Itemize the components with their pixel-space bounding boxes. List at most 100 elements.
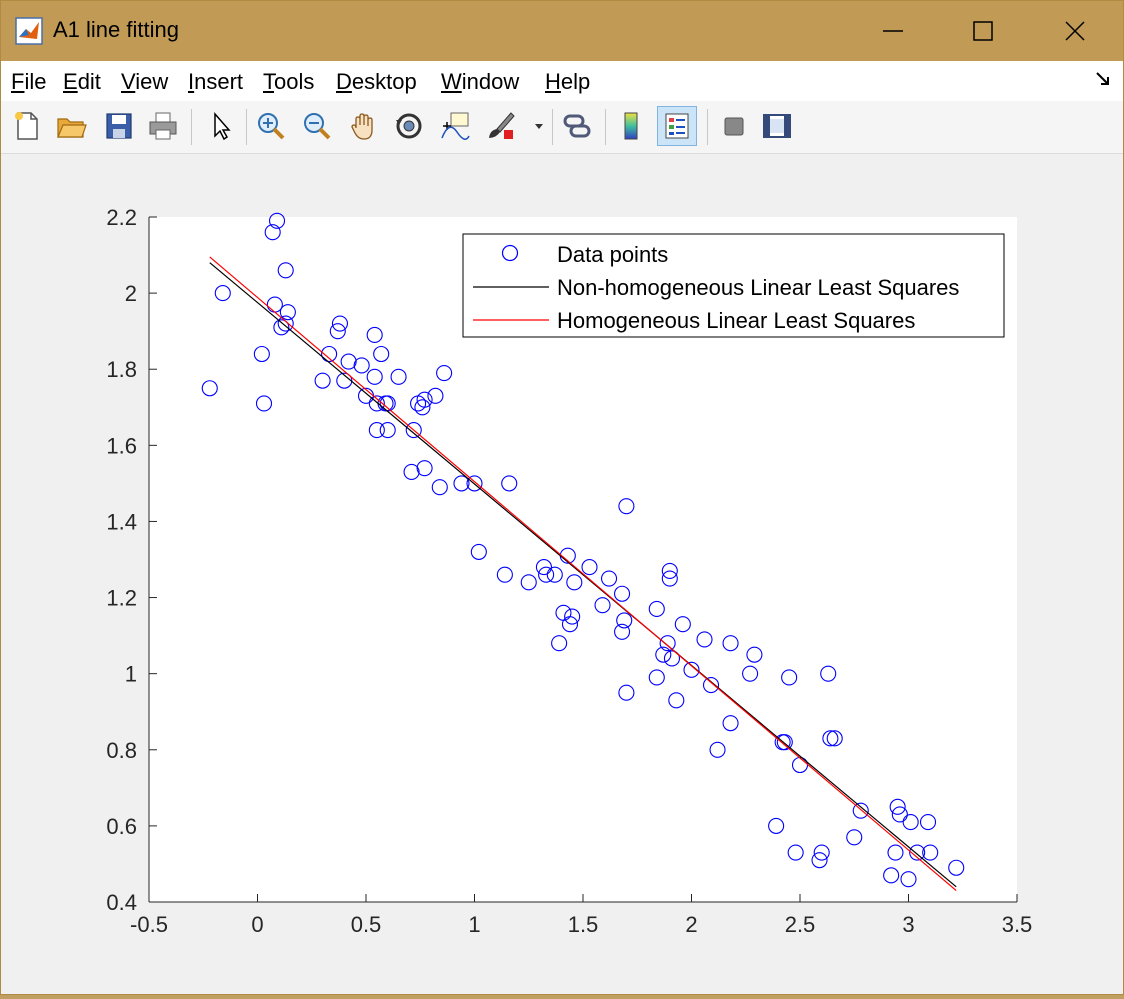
open-folder-icon <box>57 118 87 138</box>
data-point <box>822 730 839 747</box>
data-point <box>618 684 635 701</box>
scatter-plot[interactable]: -0.5 0 0.5 1 1.5 2 2.5 3 3.5 0.4 0.6 0.8 1 1.2 1.4 1.6 1… <box>1 154 1123 994</box>
data-point <box>746 646 763 663</box>
data-point <box>405 422 422 439</box>
data-point <box>436 364 453 382</box>
link-plot-button[interactable] <box>557 106 597 146</box>
hide-plot-tools-button[interactable] <box>713 106 753 146</box>
data-point <box>373 345 390 363</box>
data-point <box>668 692 685 709</box>
pan-button[interactable] <box>343 106 383 146</box>
data-point <box>416 391 433 408</box>
data-cursor-button[interactable] <box>435 106 475 146</box>
data-point <box>390 368 407 385</box>
data-point <box>781 669 798 686</box>
toolbar-separator <box>605 109 606 145</box>
data-point <box>900 871 917 888</box>
data-point <box>826 730 843 747</box>
data-point <box>314 372 331 389</box>
menu-help[interactable]: Help <box>545 69 591 94</box>
data-point <box>331 315 349 332</box>
data-point <box>922 844 939 861</box>
zoom-out-button[interactable] <box>297 106 337 146</box>
data-point <box>709 741 726 758</box>
y-tick-label: 0.8 <box>106 738 137 763</box>
data-point <box>520 574 537 591</box>
data-point <box>336 372 353 389</box>
legend-label-homogeneous: Homogeneous Linear Least Squares <box>557 308 915 333</box>
brush-dropdown[interactable] <box>529 106 549 146</box>
data-point <box>546 566 563 583</box>
data-point <box>353 357 370 374</box>
data-point <box>535 559 552 576</box>
y-tick-label: 2.2 <box>106 205 137 230</box>
menu-window[interactable]: Window <box>441 69 520 94</box>
menu-view[interactable]: View <box>121 69 169 94</box>
rotate-3d-button[interactable] <box>389 106 429 146</box>
menu-file[interactable]: File <box>11 69 47 94</box>
data-point <box>329 323 346 340</box>
toolbar <box>1 101 1123 154</box>
data-point <box>368 422 385 439</box>
data-point <box>820 665 837 682</box>
edit-plot-button[interactable] <box>200 106 240 146</box>
brush-icon <box>489 112 515 139</box>
data-point <box>902 814 919 831</box>
data-point <box>414 399 431 416</box>
zoom-out-icon <box>304 113 331 140</box>
menu-insert[interactable]: Insert <box>188 69 244 94</box>
insert-legend-button[interactable] <box>657 106 697 146</box>
print-button[interactable] <box>143 106 183 146</box>
colorbar-icon <box>624 112 638 140</box>
data-point <box>600 570 618 587</box>
data-point <box>846 829 863 846</box>
y-tick-label: 1.2 <box>106 586 137 611</box>
close-button[interactable] <box>1029 1 1121 61</box>
menu-desktop[interactable]: Desktop <box>336 69 417 94</box>
minimize-button[interactable] <box>847 1 939 61</box>
data-point <box>273 319 290 336</box>
pointer-icon <box>214 112 231 141</box>
data-point <box>379 422 396 439</box>
data-point <box>470 543 487 560</box>
y-tick-label: 1 <box>125 662 137 687</box>
data-point <box>702 677 720 694</box>
zoom-in-button[interactable] <box>251 106 291 146</box>
insert-colorbar-button[interactable] <box>611 106 651 146</box>
title-bar[interactable]: A1 line fitting <box>1 1 1123 61</box>
data-point <box>268 212 286 229</box>
legend-label-nonhomogeneous: Non-homogeneous Linear Least Squares <box>557 275 959 300</box>
data-point <box>813 844 830 861</box>
open-button[interactable] <box>51 106 91 146</box>
legend-icon <box>665 113 689 139</box>
maximize-button[interactable] <box>937 1 1029 61</box>
new-file-button[interactable] <box>7 106 47 146</box>
brush-button[interactable] <box>481 106 521 146</box>
data-point <box>889 798 906 815</box>
x-tick-label: -0.5 <box>130 912 168 937</box>
data-point <box>279 304 296 321</box>
y-tick-label: 0.4 <box>106 890 137 915</box>
data-point <box>618 498 635 515</box>
toolbar-separator <box>707 109 708 145</box>
data-point <box>466 475 483 492</box>
data-point <box>538 566 555 583</box>
data-point <box>561 616 579 633</box>
data-point <box>264 224 281 241</box>
menu-edit[interactable]: Edit <box>63 69 101 94</box>
matlab-logo-icon <box>15 17 43 45</box>
figure-canvas: -0.5 0 0.5 1 1.5 2 2.5 3 3.5 0.4 0.6 0.8 1 1.2 1.4 1.6 1… <box>1 154 1123 994</box>
data-point <box>768 817 785 834</box>
link-plot-icon <box>563 114 591 138</box>
show-plot-tools-button[interactable] <box>757 106 797 146</box>
menu-tools[interactable]: Tools <box>263 69 315 94</box>
data-point <box>496 566 513 583</box>
data-point <box>661 570 678 587</box>
legend-box[interactable]: Data points Non-homogeneous Linear Least… <box>462 233 1005 338</box>
data-point <box>674 616 691 633</box>
maximize-icon <box>973 21 993 41</box>
dock-arrow-icon[interactable] <box>1095 71 1111 87</box>
data-point <box>253 345 270 363</box>
save-button[interactable] <box>99 106 139 146</box>
